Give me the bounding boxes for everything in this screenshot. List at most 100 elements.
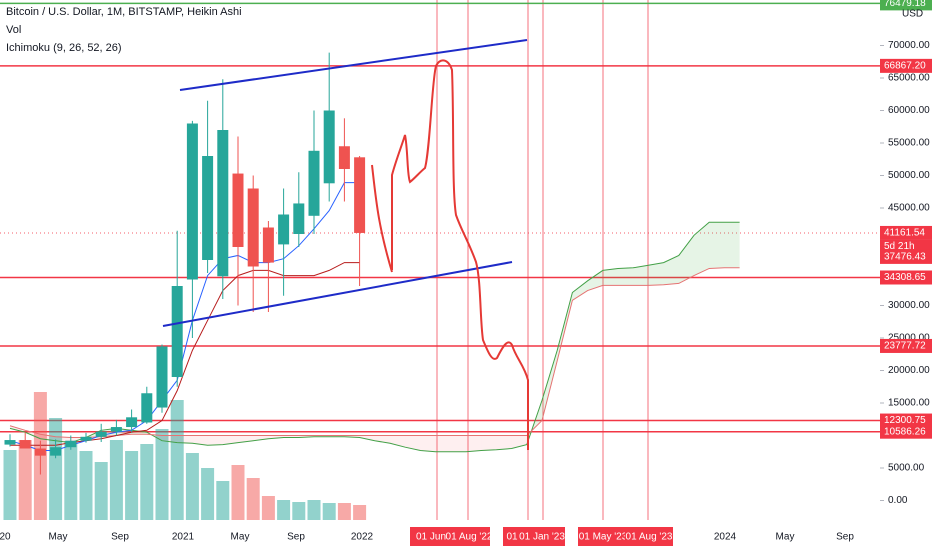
volume-bar <box>353 505 367 520</box>
cloud-fill <box>724 222 740 268</box>
x-tick-label: 20 <box>0 532 11 543</box>
candle-body <box>65 440 77 448</box>
candle-body <box>217 130 229 277</box>
cloud-fill <box>648 262 664 286</box>
cloud-fill <box>633 265 649 286</box>
y-tick-label: 70000.00 <box>888 40 930 51</box>
volume-bar <box>109 440 123 520</box>
price-tag-label: 66867.20 <box>884 61 926 72</box>
volume-bar <box>322 503 336 520</box>
price-tag <box>880 338 932 353</box>
volume-bar <box>125 451 139 520</box>
cloud-fill <box>496 435 512 450</box>
volume-bar <box>3 450 17 520</box>
x-tick-label: May <box>49 532 68 543</box>
price-tag-label: 37476.43 <box>884 252 926 263</box>
projection-drawing <box>371 59 529 450</box>
volume-bar <box>231 465 245 520</box>
volume-bar <box>292 502 306 520</box>
y-tick-label: 5000.00 <box>888 463 925 474</box>
cloud-fill <box>222 435 238 445</box>
y-tick-label: 55000.00 <box>888 138 930 149</box>
date-marker-label: 01 <box>506 532 518 543</box>
cloud-fill <box>542 350 558 421</box>
cloud-fill <box>177 435 193 444</box>
countdown-tag <box>880 239 932 253</box>
cloud-fill <box>435 435 451 452</box>
price-tag <box>880 270 932 285</box>
candle-body <box>247 188 259 267</box>
candle-body <box>354 157 366 233</box>
cloud-fill <box>481 435 497 451</box>
x-tick-label: May <box>231 532 250 543</box>
cloud-fill <box>587 270 603 291</box>
volume-bar <box>94 462 108 520</box>
date-marker-label: 01 Jan '23 <box>519 532 565 543</box>
y-tick-label: 60000.00 <box>888 105 930 116</box>
volume-bar <box>277 500 291 520</box>
cloud-fill <box>572 280 588 301</box>
volume-bar <box>261 496 275 520</box>
y-tick-label: 65000.00 <box>888 73 930 84</box>
cloud-fill <box>207 435 223 446</box>
x-tick-label: 2024 <box>714 532 737 543</box>
volume-bar <box>155 429 169 520</box>
candle-body <box>50 447 62 456</box>
x-tick-label: Sep <box>111 532 129 543</box>
candle-body <box>19 440 31 449</box>
candle-body <box>171 286 183 377</box>
cloud-fill <box>192 435 208 446</box>
date-marker-box <box>578 527 628 546</box>
cloud-fill <box>466 435 482 452</box>
x-tick-label: 2021 <box>172 532 195 543</box>
volume-bar <box>216 481 230 520</box>
user-drawings <box>162 39 529 450</box>
cloud-fill <box>709 222 725 269</box>
candle-body <box>232 173 244 247</box>
price-tag <box>880 249 932 264</box>
date-marker-box <box>410 527 452 546</box>
cloud-fill <box>694 222 710 276</box>
cloud-fill <box>678 235 694 284</box>
y-tick-label: 30000.00 <box>888 300 930 311</box>
candle-body <box>293 203 305 234</box>
price-tag-label: 12300.75 <box>884 415 926 426</box>
price-tag-label: 41161.54 <box>884 228 925 239</box>
date-marker-label: 01 Jun <box>416 532 446 543</box>
date-marker-box <box>625 527 673 546</box>
volume-bar <box>337 503 351 520</box>
volume-bar <box>246 478 260 520</box>
cloud-fill <box>390 435 406 448</box>
y-tick-label: 25000.00 <box>888 333 930 344</box>
y-tick-label: 50000.00 <box>888 170 930 181</box>
date-marker-box <box>503 527 521 546</box>
volume-bar <box>307 500 321 520</box>
price-tag <box>880 0 932 11</box>
y-tick-label: 15000.00 <box>888 398 930 409</box>
cloud-fill <box>420 435 436 452</box>
candle-body <box>156 346 168 408</box>
plot-area <box>0 0 880 520</box>
cloud-fill <box>618 267 634 286</box>
date-marker-label: 01 Aug '23 <box>626 532 673 543</box>
y-tick-label: 20000.00 <box>888 365 930 376</box>
date-marker-box <box>448 527 490 546</box>
volume-bar <box>79 451 93 520</box>
candle-body <box>141 393 153 423</box>
volume-bar <box>18 440 32 520</box>
price-tag-label: 10586.26 <box>884 426 926 437</box>
candle-body <box>186 123 198 280</box>
volume-bar <box>64 441 78 520</box>
x-tick-label: Sep <box>287 532 305 543</box>
y-tick-label: 0.00 <box>888 495 908 506</box>
candle-body <box>80 436 92 441</box>
candle-body <box>323 110 335 184</box>
candle-body <box>278 214 290 245</box>
volume-bar <box>49 418 63 520</box>
candle-body <box>34 448 46 456</box>
cloud-fill <box>146 432 162 441</box>
